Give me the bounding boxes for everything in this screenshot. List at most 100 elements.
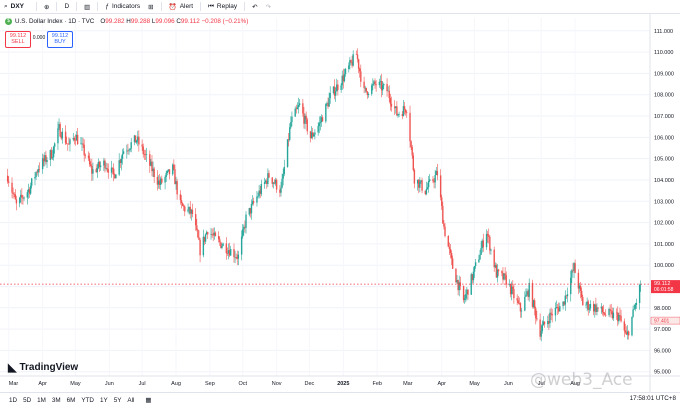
y-tick-label: 103.000: [654, 199, 674, 205]
divider: [56, 2, 58, 11]
candles-icon: ▥: [84, 3, 91, 11]
symbol-title: U.S. Dollar Index · 1D · TVC: [15, 18, 95, 25]
candle-body: [397, 114, 399, 116]
candle-body: [214, 232, 217, 237]
range-button-1d[interactable]: 1D: [9, 397, 18, 404]
divider: [36, 2, 38, 11]
candle-body: [15, 199, 18, 204]
candle-body: [259, 190, 261, 194]
chart-type-button[interactable]: ▥: [80, 0, 94, 13]
range-button-all[interactable]: All: [127, 397, 135, 404]
open-value: 99.282: [105, 18, 125, 25]
candle-body: [428, 179, 431, 182]
divider: [200, 2, 202, 11]
redo-button[interactable]: ↷: [262, 0, 275, 13]
bottom-bar: 1D 5D 1M 3M 6M YTD 1Y 5Y All ▦: [0, 392, 680, 408]
candle-body: [279, 189, 281, 193]
range-button-5d[interactable]: 5D: [23, 397, 32, 404]
candle-body: [211, 233, 213, 235]
candle-body: [355, 54, 358, 55]
last-price-badge: [651, 280, 680, 294]
range-button-3m[interactable]: 3M: [51, 397, 61, 404]
candle-body: [57, 128, 59, 144]
candle-body: [556, 307, 559, 308]
symbol-search-button[interactable]: ⌕ DXY: [0, 0, 28, 13]
candle-body: [256, 196, 258, 203]
range-button-ytd[interactable]: YTD: [81, 397, 94, 404]
candle-body: [51, 157, 54, 159]
candle-body: [525, 294, 527, 297]
candle-body: [287, 139, 290, 140]
candle-body: [8, 181, 10, 183]
chart-area[interactable]: 95.00096.00097.00098.00099.000100.000101…: [0, 14, 680, 393]
candle-body: [251, 201, 254, 204]
candle-body: [165, 172, 167, 177]
y-tick-label: 104.000: [654, 178, 674, 184]
undo-button[interactable]: ↶: [248, 0, 261, 13]
candle-body: [225, 243, 228, 254]
candle-body: [589, 303, 592, 309]
candle-body: [59, 124, 61, 137]
candle-body: [343, 74, 346, 82]
range-button-1m[interactable]: 1M: [37, 397, 46, 404]
alert-button[interactable]: ⏰ Alert: [165, 0, 197, 13]
range-button-1y[interactable]: 1Y: [99, 397, 108, 404]
candle-body: [281, 178, 283, 188]
indicators-icon: ƒ: [105, 3, 109, 10]
candle-body: [481, 240, 483, 249]
templates-button[interactable]: ⊞: [144, 0, 157, 13]
range-button-6m[interactable]: 6M: [66, 397, 76, 404]
candle-body: [416, 179, 419, 184]
x-tick-label: Mar: [403, 381, 413, 387]
candle-body: [612, 312, 615, 319]
candle-body: [34, 176, 36, 179]
candle-body: [305, 115, 307, 120]
grid-icon: ⊞: [148, 3, 154, 11]
candle-body: [623, 321, 626, 331]
candle-body: [396, 106, 398, 116]
calendar-icon[interactable]: ▦: [145, 397, 152, 404]
x-tick-label: Jun: [105, 381, 114, 387]
x-tick-label: Nov: [272, 381, 282, 387]
candle-body: [587, 301, 589, 310]
candle-body: [551, 313, 553, 316]
candle-body: [474, 262, 477, 267]
candle-body: [411, 146, 413, 156]
candle-body: [36, 172, 38, 173]
candle-body: [166, 171, 168, 173]
buy-button[interactable]: 99.112 BUY: [47, 31, 73, 48]
add-symbol-button[interactable]: ⊕: [40, 0, 53, 13]
candle-body: [419, 182, 421, 188]
interval-button[interactable]: D: [60, 0, 73, 13]
candle-body: [517, 300, 519, 303]
spread-value: 0.000: [32, 35, 46, 41]
candle-body: [227, 250, 230, 254]
candle-body: [625, 332, 628, 335]
candle-body: [43, 158, 45, 162]
candle-body: [67, 143, 69, 145]
candle-body: [540, 331, 542, 337]
candle-body: [14, 194, 17, 200]
candle-body: [226, 253, 229, 254]
candle-body: [565, 295, 568, 297]
replay-button[interactable]: ⏮ Replay: [204, 0, 241, 13]
candle-body: [72, 137, 74, 140]
candle-body: [213, 232, 216, 236]
undo-icon: ↶: [252, 3, 258, 11]
candle-body: [234, 257, 236, 258]
sell-button[interactable]: 99.112 SELL: [5, 31, 31, 48]
indicators-button[interactable]: ƒ Indicators: [101, 0, 144, 13]
candle-body: [585, 304, 587, 306]
candle-body: [634, 305, 636, 309]
candle-body: [374, 81, 376, 85]
candle-body: [228, 250, 231, 256]
y-tick-label: 109.000: [654, 71, 674, 77]
alarm-clock-icon: ⏰: [168, 3, 177, 11]
range-button-5y[interactable]: 5Y: [113, 397, 122, 404]
candle-body: [638, 284, 641, 303]
candle-body: [318, 123, 320, 127]
candle-body: [435, 170, 437, 175]
candle-body: [297, 105, 300, 108]
candle-body: [386, 83, 388, 92]
price-chart[interactable]: 95.00096.00097.00098.00099.000100.000101…: [0, 14, 680, 393]
